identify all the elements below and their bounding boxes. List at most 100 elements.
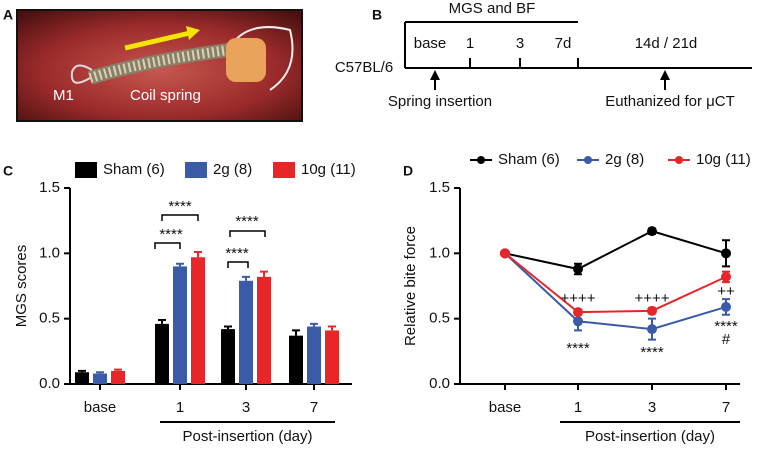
series-line	[504, 252, 727, 331]
legend-label: 10g (11)	[301, 161, 356, 178]
error-bar	[158, 318, 166, 324]
error-bar	[78, 369, 86, 373]
x-tick-label: 7	[310, 399, 318, 416]
timeline-tick: 14d / 21d	[635, 35, 698, 52]
legend-label: 2g (8)	[605, 151, 644, 168]
error-bar	[292, 329, 300, 336]
annotation: #	[722, 331, 731, 348]
error-bar	[242, 275, 250, 281]
legend-swatch	[185, 162, 207, 178]
legend-label: 10g (11)	[696, 151, 751, 168]
series-line	[504, 252, 727, 314]
error-bar	[114, 368, 122, 371]
error-bar	[96, 371, 104, 374]
annotation: ****	[159, 226, 183, 243]
point	[721, 271, 731, 282]
panel-label: B	[372, 7, 382, 23]
x-tick-label: 3	[648, 399, 656, 416]
annotation: ++++	[634, 290, 669, 307]
bar	[221, 329, 235, 384]
error-bar	[328, 325, 336, 331]
strain-label: C57BL/6	[335, 59, 393, 76]
timeline-header: MGS and BF	[449, 0, 536, 17]
panel-label: C	[3, 163, 13, 179]
point	[721, 248, 731, 259]
y-tick-label: 1.0	[39, 244, 60, 261]
annotation: ****	[235, 213, 259, 230]
bar	[155, 323, 169, 384]
legend-label: Sham (6)	[103, 161, 165, 178]
error-bar	[176, 262, 184, 267]
bar	[93, 373, 107, 384]
event-label: Spring insertion	[388, 93, 492, 110]
legend-marker	[584, 156, 592, 164]
y-tick-label: 0.0	[39, 375, 60, 392]
arrow-head	[430, 70, 440, 80]
significance-bracket	[229, 230, 266, 237]
photo-label: Coil spring	[130, 87, 201, 104]
legend-swatch	[273, 162, 295, 178]
event-label: Euthanized for μCT	[605, 93, 735, 110]
x-tick-label: 1	[574, 399, 582, 416]
legend-label: Sham (6)	[498, 151, 560, 168]
x-tick-label: 7	[722, 399, 730, 416]
point	[573, 264, 583, 275]
point	[573, 307, 583, 318]
panel-label: A	[3, 7, 13, 23]
series-line	[504, 230, 727, 271]
significance-bracket	[161, 214, 199, 221]
arrow-head	[660, 70, 670, 80]
legend-marker	[675, 156, 683, 164]
annotation: ****	[225, 245, 249, 262]
point	[647, 305, 657, 316]
y-tick-label: 1.0	[429, 244, 450, 261]
timeline-tick: 7d	[555, 35, 572, 52]
y-axis-label: Relative bite force	[402, 226, 419, 346]
legend-swatch	[75, 162, 97, 178]
point	[573, 316, 583, 327]
timeline-tick: 3	[516, 35, 524, 52]
bar	[75, 372, 89, 384]
y-tick-label: 0.5	[39, 310, 60, 327]
arrow	[124, 30, 191, 51]
y-axis-label: MGS scores	[13, 245, 30, 328]
significance-bracket	[227, 261, 249, 268]
annotation: ++++	[560, 290, 595, 307]
annotation: ****	[566, 340, 590, 357]
annotation: ****	[640, 344, 664, 361]
bar	[325, 330, 339, 384]
x-axis-label: Post-insertion (day)	[182, 428, 312, 445]
bar	[239, 280, 253, 384]
bar	[257, 276, 271, 384]
x-tick-label: base	[489, 399, 522, 416]
annotation: ****	[168, 198, 192, 215]
bar	[111, 370, 125, 384]
x-axis-label: Post-insertion (day)	[585, 428, 715, 445]
legend-marker	[477, 156, 485, 164]
y-tick-label: 0.0	[429, 375, 450, 392]
timeline-tick: base	[414, 35, 447, 52]
point	[721, 301, 731, 312]
point	[500, 248, 510, 259]
significance-bracket	[154, 242, 181, 249]
timeline-tick: 1	[466, 35, 474, 52]
bar	[173, 266, 187, 384]
y-tick-label: 1.5	[39, 179, 60, 196]
error-bar	[194, 251, 202, 258]
photo-label: M1	[53, 87, 74, 104]
y-tick-label: 0.5	[429, 310, 450, 327]
annotation: ****	[714, 318, 738, 335]
timeline	[404, 21, 752, 90]
y-tick-label: 1.5	[429, 179, 450, 196]
error-bar	[224, 325, 232, 330]
bar	[289, 335, 303, 384]
error-bar	[310, 322, 318, 327]
tooth	[226, 38, 266, 82]
point	[647, 226, 657, 237]
point	[647, 324, 657, 335]
x-tick-label: 3	[242, 399, 250, 416]
x-tick-label: base	[84, 399, 117, 416]
legend-label: 2g (8)	[213, 161, 252, 178]
